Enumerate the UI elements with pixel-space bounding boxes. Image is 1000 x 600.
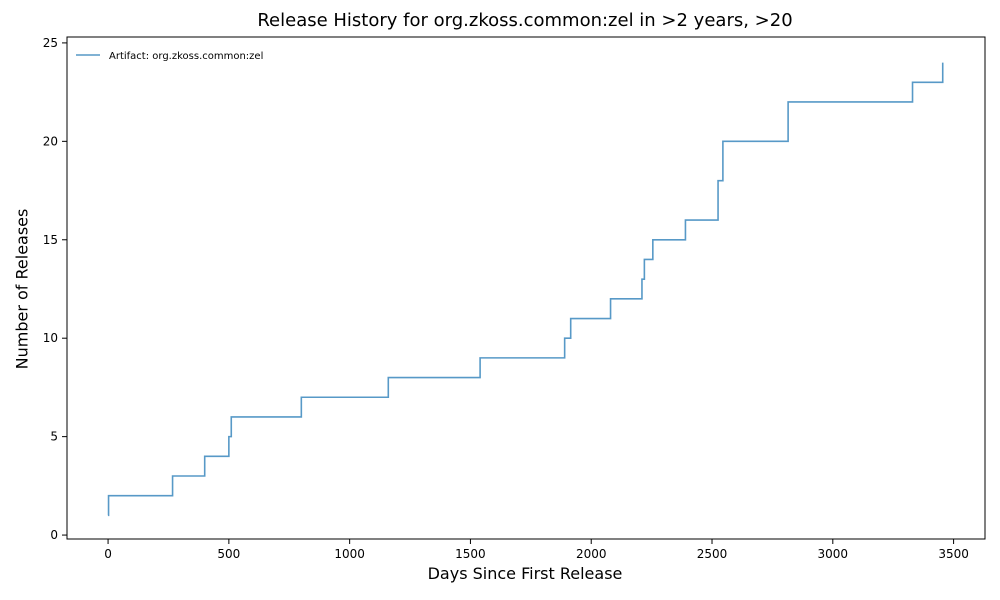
x-tick-label-500: 500 <box>217 547 240 561</box>
y-tick-label-10: 10 <box>43 331 58 345</box>
x-tick-label-1500: 1500 <box>455 547 486 561</box>
x-tick-label-2000: 2000 <box>576 547 607 561</box>
x-tick-label-0: 0 <box>104 547 112 561</box>
series-line-0 <box>107 62 944 517</box>
y-tick-label-5: 5 <box>50 430 58 444</box>
y-tick-label-25: 25 <box>43 36 58 50</box>
y-tick-label-0: 0 <box>50 528 58 542</box>
x-tick-label-2500: 2500 <box>697 547 728 561</box>
legend-label-0: Artifact: org.zkoss.common:zel <box>109 51 263 62</box>
x-tick-label-1000: 1000 <box>334 547 365 561</box>
axes-frame <box>66 36 986 540</box>
x-axis-label: Days Since First Release <box>427 564 623 583</box>
y-axis-label: Number of Releases <box>12 208 32 370</box>
x-tick-label-3500: 3500 <box>938 547 969 561</box>
chart-title: Release History for org.zkoss.common:zel… <box>257 10 793 31</box>
y-tick-label-20: 20 <box>43 134 58 148</box>
y-tick-label-15: 15 <box>43 233 58 247</box>
x-tick-label-3000: 3000 <box>818 547 849 561</box>
